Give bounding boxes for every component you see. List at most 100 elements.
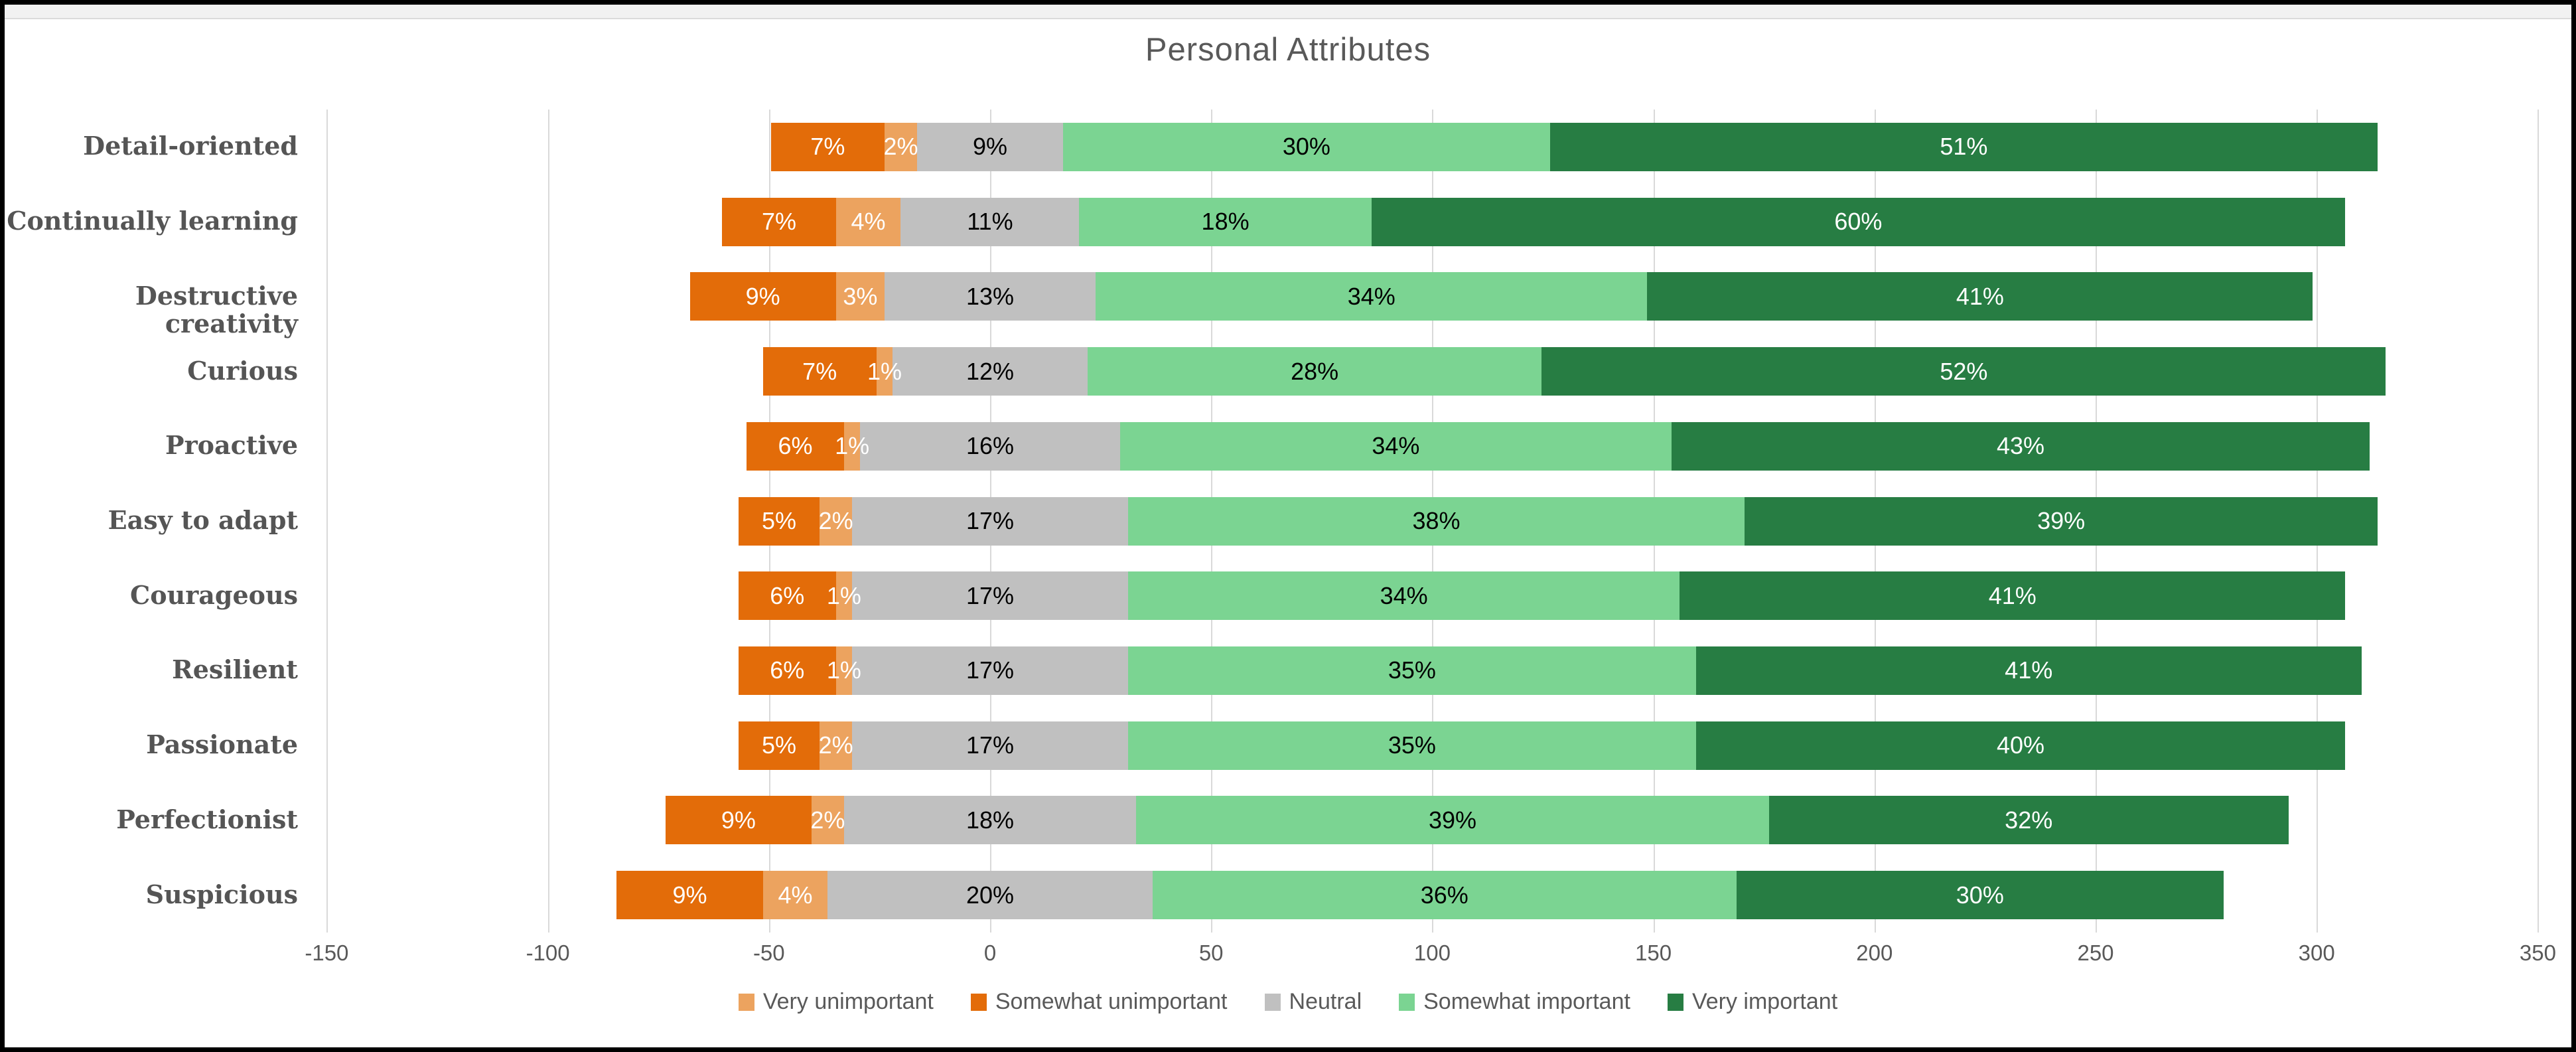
bar-segment-very-important: 41% xyxy=(1695,646,2362,695)
category-label: Continually learning xyxy=(7,206,298,236)
bar-row-suspicious: 9% 4% 20% 36% 30% xyxy=(616,871,2224,920)
legend-item-somewhat-important: Somewhat important xyxy=(1399,989,1630,1015)
legend-swatch-icon xyxy=(1264,993,1281,1011)
bar-value-label: 4% xyxy=(851,208,886,236)
bar-segment-somewhat-important: 38% xyxy=(1127,496,1745,546)
x-tick-label: 50 xyxy=(1198,940,1224,965)
bar-value-label: 6% xyxy=(770,656,805,684)
bar-row-resilient: 6% 1% 17% 35% 41% xyxy=(738,646,2362,695)
bar-segment-somewhat-unimportant: 9% xyxy=(665,796,812,845)
bar-value-label: 7% xyxy=(762,208,797,236)
bar-segment-somewhat-unimportant: 7% xyxy=(722,197,836,246)
bar-value-label: 5% xyxy=(762,731,797,759)
x-tick-label: 300 xyxy=(2298,940,2335,965)
bar-row-passionate: 5% 2% 17% 35% 40% xyxy=(738,721,2346,770)
bar-segment-very-unimportant: 2% xyxy=(883,122,918,171)
bar-segment-neutral: 16% xyxy=(860,421,1120,471)
bar-value-label: 1% xyxy=(826,581,861,609)
bar-value-label: 2% xyxy=(818,507,853,534)
bar-segment-very-unimportant: 1% xyxy=(835,421,869,471)
bar-value-label: 1% xyxy=(826,656,861,684)
category-label: Suspicious xyxy=(145,879,298,909)
x-tick-label: 350 xyxy=(2519,940,2556,965)
bar-value-label: 9% xyxy=(721,806,756,834)
bar-segment-somewhat-unimportant: 5% xyxy=(738,721,820,770)
legend-item-very-important: Very important xyxy=(1667,989,1837,1015)
bar-segment-neutral: 20% xyxy=(827,871,1153,920)
bar-segment-neutral: 17% xyxy=(852,721,1128,770)
x-tick-label: 250 xyxy=(2077,940,2114,965)
bar-segment-somewhat-important: 34% xyxy=(1127,571,1680,621)
x-tick-label: -150 xyxy=(305,940,349,965)
bar-value-label: 60% xyxy=(1834,208,1883,236)
bar-segment-somewhat-important: 36% xyxy=(1152,871,1737,920)
bar-segment-very-unimportant: 1% xyxy=(827,571,861,621)
bar-value-label: 13% xyxy=(966,282,1015,310)
legend-label: Very unimportant xyxy=(762,989,934,1014)
bar-segment-very-unimportant: 2% xyxy=(819,721,853,770)
bar-segment-somewhat-important: 18% xyxy=(1079,197,1372,246)
bar-segment-very-important: 40% xyxy=(1695,721,2346,770)
bar-segment-very-unimportant: 2% xyxy=(818,496,853,546)
bar-row-easy-to-adapt: 5% 2% 17% 38% 39% xyxy=(738,496,2378,546)
bar-row-proactive: 6% 1% 16% 34% 43% xyxy=(747,421,2370,471)
bar-segment-neutral: 17% xyxy=(852,646,1128,695)
bar-row-destructive-creativity: 9% 3% 13% 34% 41% xyxy=(689,272,2313,321)
bar-segment-somewhat-unimportant: 9% xyxy=(689,272,836,321)
bar-segment-somewhat-important: 35% xyxy=(1127,646,1696,695)
bar-value-label: 52% xyxy=(1940,357,1988,385)
bar-segment-very-important: 30% xyxy=(1736,871,2224,920)
bar-segment-neutral: 11% xyxy=(900,197,1080,246)
legend-item-somewhat-unimportant: Somewhat unimportant xyxy=(970,989,1228,1015)
bar-segment-somewhat-unimportant: 6% xyxy=(747,421,844,471)
x-tick-label: 200 xyxy=(1856,940,1893,965)
category-label: Perfectionist xyxy=(116,804,298,834)
bar-value-label: 2% xyxy=(883,133,918,161)
bar-value-label: 17% xyxy=(966,656,1014,684)
bar-value-label: 35% xyxy=(1388,731,1436,759)
bar-segment-somewhat-unimportant: 7% xyxy=(770,122,885,171)
bar-segment-very-unimportant: 2% xyxy=(810,796,845,845)
bar-segment-neutral: 12% xyxy=(893,347,1088,396)
bar-value-label: 17% xyxy=(966,731,1014,759)
bar-value-label: 41% xyxy=(1956,282,2004,310)
bar-value-label: 18% xyxy=(1201,208,1250,236)
bar-value-label: 35% xyxy=(1388,656,1436,684)
category-label: Curious xyxy=(187,355,298,386)
bar-value-label: 6% xyxy=(770,581,805,609)
x-tick-label: 150 xyxy=(1635,940,1672,965)
bar-value-label: 9% xyxy=(672,881,707,909)
category-label: Easy to adapt xyxy=(107,505,298,535)
bar-segment-very-unimportant: 4% xyxy=(835,197,901,246)
bar-value-label: 30% xyxy=(1282,133,1330,161)
bar-segment-somewhat-unimportant: 6% xyxy=(738,646,836,695)
bar-row-curious: 7% 1% 12% 28% 52% xyxy=(762,347,2386,396)
bar-value-label: 7% xyxy=(810,133,845,161)
legend-swatch-icon xyxy=(970,993,987,1011)
bar-segment-very-important: 32% xyxy=(1768,796,2289,845)
bar-segment-neutral: 13% xyxy=(885,272,1096,321)
bar-row-detail-oriented: 7% 2% 9% 30% 51% xyxy=(770,122,2378,171)
bar-row-perfectionist: 9% 2% 18% 39% 32% xyxy=(665,796,2289,845)
bar-value-label: 41% xyxy=(2005,656,2053,684)
bar-value-label: 9% xyxy=(972,133,1007,161)
bar-segment-neutral: 17% xyxy=(852,571,1128,621)
legend-item-neutral: Neutral xyxy=(1264,989,1362,1015)
bar-value-label: 11% xyxy=(967,208,1013,236)
bar-value-label: 34% xyxy=(1380,581,1428,609)
bar-value-label: 30% xyxy=(1956,881,2004,909)
bar-segment-neutral: 17% xyxy=(852,496,1128,546)
bar-segment-very-important: 43% xyxy=(1672,421,2370,471)
bar-value-label: 32% xyxy=(2005,806,2053,834)
legend-swatch-icon xyxy=(738,993,754,1011)
bar-segment-very-unimportant: 1% xyxy=(827,646,861,695)
bar-value-label: 39% xyxy=(1428,806,1477,834)
x-tick-label: 0 xyxy=(983,940,997,965)
bar-value-label: 12% xyxy=(966,357,1014,385)
bar-segment-very-important: 52% xyxy=(1541,347,2386,396)
bar-segment-somewhat-unimportant: 9% xyxy=(616,871,763,920)
bar-value-label: 5% xyxy=(762,507,797,534)
category-label: Destructive creativity xyxy=(135,280,298,338)
bar-segment-neutral: 18% xyxy=(843,796,1137,845)
bar-segment-very-unimportant: 1% xyxy=(867,347,902,396)
